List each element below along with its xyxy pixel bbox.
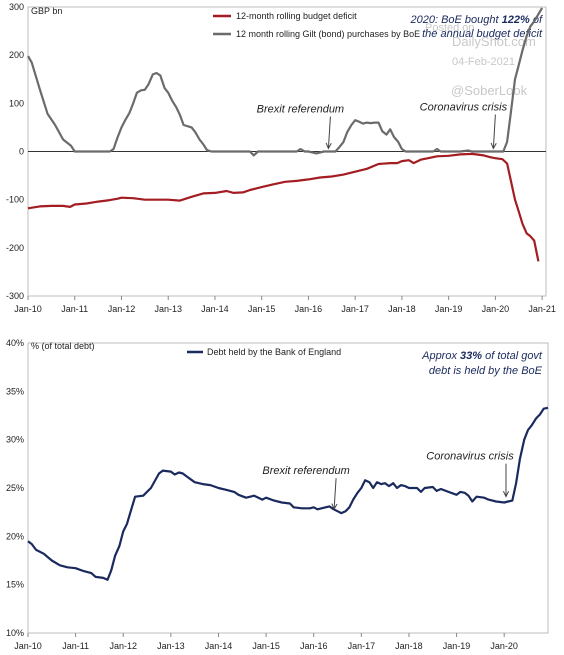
legend-label-boe-debt: Debt held by the Bank of England	[207, 347, 341, 357]
top-y-tick-label: -100	[6, 195, 24, 205]
top-x-tick-label: Jan-10	[14, 304, 42, 314]
top-callout-line-2: the annual budget deficit	[422, 28, 543, 40]
watermark: Posted on DailyShot.com 04-Feb-2021 @Sob…	[425, 22, 536, 98]
bottom-callout-line-2: debt is held by the BoE	[429, 365, 543, 377]
bot-y-tick-label: 30%	[6, 435, 24, 445]
bot-annotation-arrow-0	[333, 478, 337, 510]
top-annotation-arrowhead-1	[490, 142, 497, 150]
bot-series-line-0	[27, 406, 549, 581]
bot-x-tick-label: Jan-17	[348, 641, 376, 651]
bot-x-tick-label: Jan-18	[395, 641, 423, 651]
bottom-chart-series	[27, 406, 549, 581]
bot-annotation-0: Brexit referendum	[262, 465, 349, 477]
watermark-line-2: DailyShot.com	[452, 34, 536, 49]
bot-x-tick-label: Jan-14	[205, 641, 233, 651]
bot-y-tick-label: 25%	[6, 483, 24, 493]
watermark-line-3: 04-Feb-2021	[452, 56, 515, 68]
top-annotation-0: Brexit referendum	[257, 104, 344, 116]
bot-y-tick-label: 40%	[6, 338, 24, 348]
top-x-tick-label: Jan-15	[248, 304, 276, 314]
bottom-unit-label: % (of total debt)	[31, 341, 95, 351]
bottom-chart: 10% 15% 20% 25% 30% 35% 40% Jan-10 Jan-11 Jan-12 J…	[6, 338, 549, 651]
top-callout-line-1: 2020: BoE bought 122% of	[409, 14, 542, 26]
top-x-tick-label: Jan-11	[61, 304, 88, 314]
top-legend: 12-month rolling budget deficit 12 month…	[213, 11, 420, 39]
top-annotation-arrow-1	[492, 114, 496, 149]
bot-annotation-arrowhead-1	[502, 490, 510, 498]
top-x-tick-label: Jan-19	[435, 304, 463, 314]
bottom-legend: Debt held by the Bank of England	[187, 347, 341, 357]
watermark-line-4: @SoberLook	[451, 83, 528, 98]
bot-y-tick-label: 10%	[6, 628, 24, 638]
top-x-tick-label: Jan-16	[295, 304, 323, 314]
top-chart-series	[27, 7, 544, 262]
bottom-chart-annotations: Brexit referendum Coronavirus crisis	[262, 451, 514, 511]
watermark-line-1: Posted on	[425, 22, 475, 34]
top-y-tick-label: -200	[6, 243, 24, 253]
top-y-tick-label: -300	[6, 291, 24, 301]
top-y-tick-label: 200	[9, 50, 24, 60]
top-x-tick-label: Jan-14	[201, 304, 229, 314]
top-x-tick-label: Jan-13	[154, 304, 182, 314]
top-x-tick-label: Jan-17	[341, 304, 369, 314]
top-series-line-0	[27, 152, 540, 262]
top-annotation-1: Coronavirus crisis	[420, 102, 508, 114]
bot-x-tick-label: Jan-10	[14, 641, 42, 651]
bot-y-tick-label: 35%	[6, 386, 24, 396]
bot-annotation-1: Coronavirus crisis	[426, 451, 514, 463]
bottom-callout-line-1: Approx 33% of total govt	[421, 350, 543, 362]
top-x-tick-label: Jan-18	[388, 304, 416, 314]
top-y-tick-label: 100	[9, 98, 24, 108]
bot-plot-frame	[27, 342, 549, 634]
bot-y-tick-label: 15%	[6, 580, 24, 590]
legend-label-gilt: 12 month rolling Gilt (bond) purchases b…	[236, 29, 420, 39]
top-x-tick-label: Jan-21	[528, 304, 556, 314]
top-x-tick-label: Jan-20	[482, 304, 510, 314]
bot-x-tick-label: Jan-20	[490, 641, 518, 651]
top-y-tick-label: 300	[9, 2, 24, 12]
bot-y-tick-label: 20%	[6, 531, 24, 541]
top-x-tick-label: Jan-12	[108, 304, 136, 314]
bot-x-tick-label: Jan-13	[157, 641, 185, 651]
top-chart: -300 -200 -100 0 100 200 300 Jan-10 Jan-11 Jan-12…	[6, 2, 556, 314]
bot-x-tick-label: Jan-16	[300, 641, 328, 651]
top-chart-annotations: Brexit referendum Coronavirus crisis	[257, 102, 508, 150]
bottom-chart-axes: 10% 15% 20% 25% 30% 35% 40% Jan-10 Jan-11 Jan-12 J…	[6, 338, 549, 651]
legend-label-deficit: 12-month rolling budget deficit	[236, 11, 357, 21]
bot-x-tick-label: Jan-15	[252, 641, 280, 651]
top-series-line-1	[27, 7, 544, 157]
top-annotation-arrow-0	[327, 116, 331, 149]
bot-x-tick-label: Jan-19	[443, 641, 471, 651]
bot-x-tick-label: Jan-12	[109, 641, 137, 651]
top-unit-label: GBP bn	[31, 6, 62, 16]
top-annotation-arrowhead-0	[325, 142, 332, 150]
bot-x-tick-label: Jan-11	[62, 641, 89, 651]
bot-annotation-arrowhead-0	[331, 503, 338, 511]
top-y-tick-label: 0	[19, 147, 24, 157]
